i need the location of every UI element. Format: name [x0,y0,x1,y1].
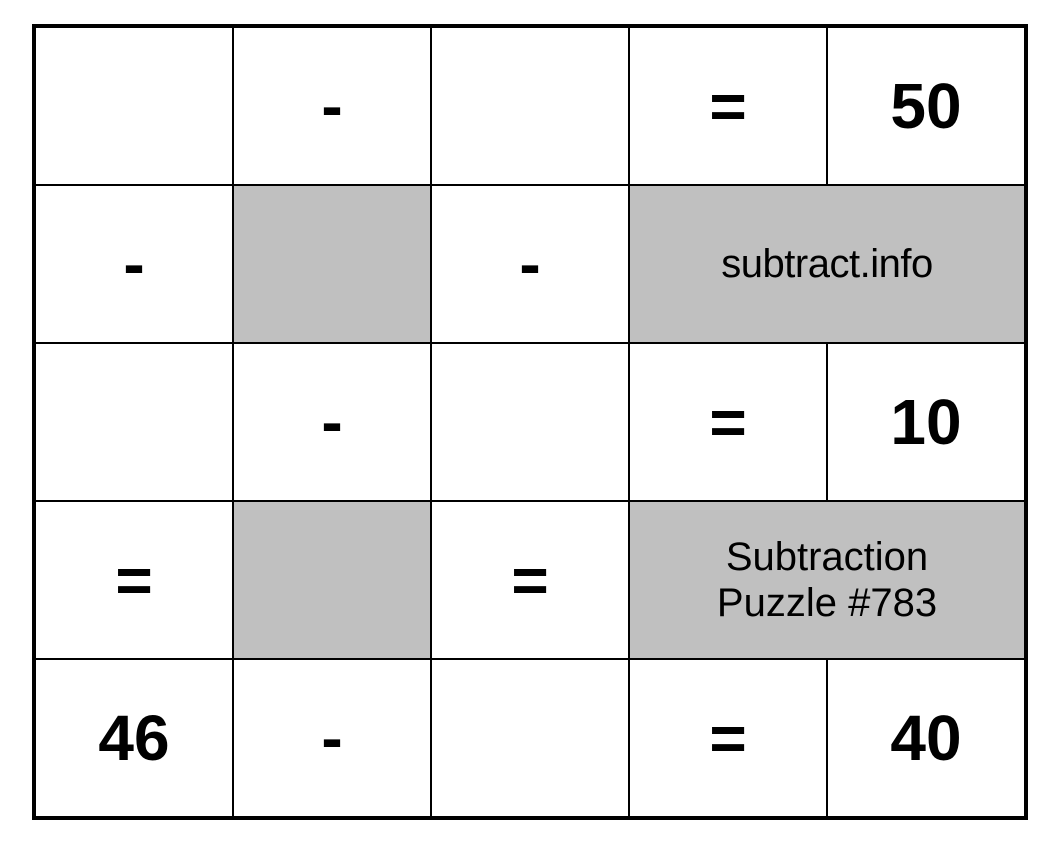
result-cell: 10 [827,343,1026,501]
equals-cell: = [629,659,827,818]
operator-cell: - [431,185,629,343]
shaded-cell [233,185,431,343]
table-row: = = Subtraction Puzzle #783 [34,501,1026,659]
brand-cell: subtract.info [629,185,1026,343]
minus-sign: - [123,228,144,300]
subtraction-puzzle-grid: - = 50 - - subtract.info - = 10 = = Subt… [32,24,1028,820]
blank-cell[interactable] [431,343,629,501]
table-row: - = 50 [34,26,1026,185]
cell-value: 50 [890,70,961,142]
blank-cell[interactable] [431,659,629,818]
operator-cell: - [233,659,431,818]
equals-sign: = [709,702,746,774]
cell-value: 40 [890,702,961,774]
equals-cell: = [431,501,629,659]
minus-sign: - [321,386,342,458]
table-row: 46 - = 40 [34,659,1026,818]
puzzle-label: Subtraction Puzzle #783 [630,534,1024,626]
shaded-cell [233,501,431,659]
puzzle-label-line2: Puzzle #783 [717,581,937,625]
result-cell: 50 [827,26,1026,185]
equals-sign: = [115,544,152,616]
table-row: - - subtract.info [34,185,1026,343]
operator-cell: - [233,343,431,501]
equals-sign: = [709,386,746,458]
operator-cell: - [34,185,233,343]
cell-value: 10 [890,386,961,458]
equals-sign: = [709,70,746,142]
table-row: - = 10 [34,343,1026,501]
equals-cell: = [629,343,827,501]
equals-cell: = [629,26,827,185]
minus-sign: - [321,702,342,774]
given-cell: 46 [34,659,233,818]
cell-value: 46 [98,702,169,774]
equals-cell: = [34,501,233,659]
operator-cell: - [233,26,431,185]
result-cell: 40 [827,659,1026,818]
puzzle-label-line1: Subtraction [726,535,928,579]
equals-sign: = [511,544,548,616]
brand-label: subtract.info [721,242,932,286]
blank-cell[interactable] [431,26,629,185]
minus-sign: - [519,228,540,300]
blank-cell[interactable] [34,343,233,501]
blank-cell[interactable] [34,26,233,185]
minus-sign: - [321,70,342,142]
puzzle-id-cell: Subtraction Puzzle #783 [629,501,1026,659]
